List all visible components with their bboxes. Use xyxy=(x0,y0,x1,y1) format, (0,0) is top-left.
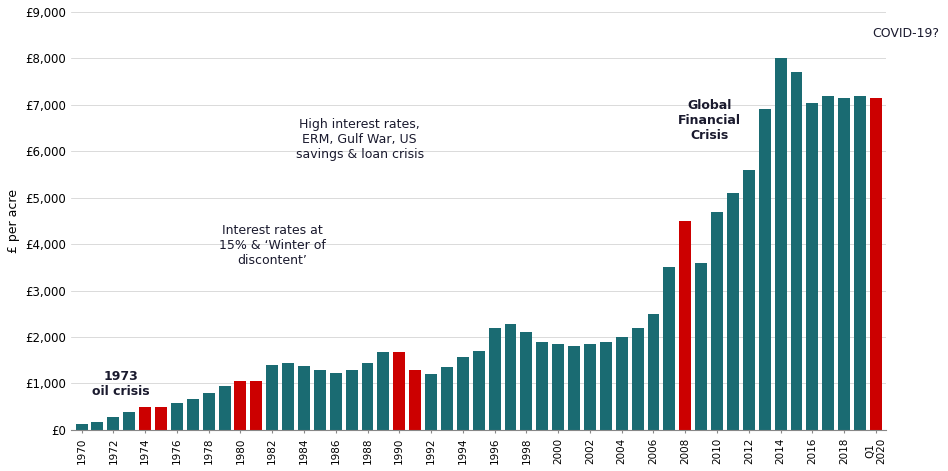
Bar xyxy=(664,268,675,430)
Bar xyxy=(377,352,390,430)
Bar xyxy=(441,367,453,430)
Bar xyxy=(298,366,310,430)
Bar xyxy=(361,363,374,430)
Bar xyxy=(822,96,834,430)
Bar xyxy=(92,422,103,430)
Bar xyxy=(695,263,707,430)
Bar xyxy=(838,98,850,430)
Bar xyxy=(488,328,501,430)
Bar xyxy=(568,346,580,430)
Bar xyxy=(123,412,136,430)
Bar xyxy=(520,333,533,430)
Text: Global
Financial
Crisis: Global Financial Crisis xyxy=(678,99,740,142)
Bar xyxy=(711,211,723,430)
Bar xyxy=(425,374,437,430)
Bar xyxy=(584,344,596,430)
Bar xyxy=(758,109,771,430)
Y-axis label: £ per acre: £ per acre xyxy=(7,189,20,253)
Bar xyxy=(266,365,278,430)
Bar xyxy=(171,404,183,430)
Bar xyxy=(647,314,660,430)
Bar xyxy=(250,381,263,430)
Bar xyxy=(870,98,882,430)
Text: 1973
oil crisis: 1973 oil crisis xyxy=(93,370,150,398)
Bar xyxy=(234,381,246,430)
Text: Interest rates at
15% & ‘Winter of
discontent’: Interest rates at 15% & ‘Winter of disco… xyxy=(219,224,326,268)
Bar xyxy=(346,370,357,430)
Bar xyxy=(457,357,469,430)
Bar xyxy=(616,337,628,430)
Bar xyxy=(807,103,818,430)
Bar xyxy=(854,96,866,430)
Text: High interest rates,
ERM, Gulf War, US
savings & loan crisis: High interest rates, ERM, Gulf War, US s… xyxy=(296,118,424,161)
Bar xyxy=(473,351,484,430)
Bar xyxy=(330,373,341,430)
Bar xyxy=(743,170,755,430)
Bar xyxy=(283,363,294,430)
Bar xyxy=(552,344,564,430)
Bar xyxy=(219,386,230,430)
Bar xyxy=(600,341,611,430)
Bar xyxy=(727,193,738,430)
Bar xyxy=(76,424,87,430)
Bar xyxy=(203,393,214,430)
Bar xyxy=(504,324,517,430)
Bar xyxy=(139,406,151,430)
Bar xyxy=(791,73,802,430)
Bar xyxy=(775,58,787,430)
Bar xyxy=(537,341,548,430)
Text: COVID-19?: COVID-19? xyxy=(873,27,939,40)
Bar xyxy=(393,352,405,430)
Bar xyxy=(314,370,326,430)
Bar xyxy=(107,417,119,430)
Bar xyxy=(410,370,421,430)
Bar xyxy=(187,399,199,430)
Bar xyxy=(680,221,691,430)
Bar xyxy=(631,328,644,430)
Bar xyxy=(155,406,167,430)
